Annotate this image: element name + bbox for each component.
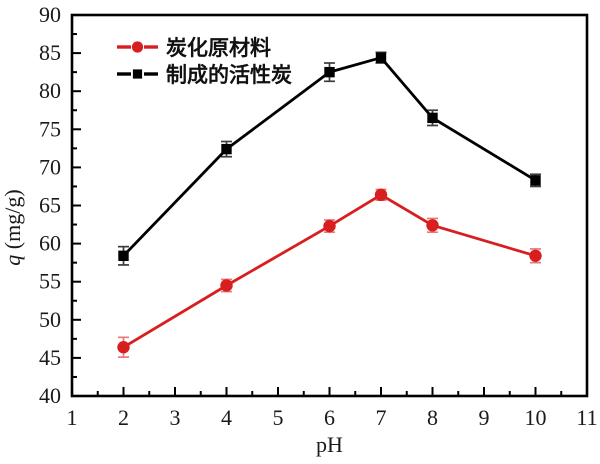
legend-item: 制成的活性炭 bbox=[117, 63, 292, 87]
legend-label: 炭化原材料 bbox=[166, 36, 271, 60]
series-1 bbox=[118, 51, 541, 266]
data-point-circle bbox=[220, 279, 233, 292]
data-point-square bbox=[427, 112, 438, 124]
x-tick-labels: 1 2 3 4 5 6 7 8 9 10 11 bbox=[67, 405, 598, 430]
x-tick-label: 3 bbox=[170, 405, 181, 430]
y-tick-labels: 40 45 50 55 60 65 70 75 80 85 90 bbox=[39, 2, 61, 408]
error-bars bbox=[118, 188, 541, 358]
data-point-square bbox=[375, 52, 387, 63]
x-axis-label: pH bbox=[316, 432, 343, 457]
data-point-circle bbox=[529, 249, 542, 262]
series-line bbox=[122, 193, 537, 349]
x-tick-label: 11 bbox=[576, 405, 597, 430]
data-point-square bbox=[118, 250, 129, 261]
y-tick-label: 85 bbox=[39, 40, 61, 65]
series-0 bbox=[117, 188, 542, 358]
data-point-circle bbox=[426, 219, 439, 232]
x-tick-label: 5 bbox=[273, 405, 284, 430]
y-tick-label: 90 bbox=[39, 2, 61, 27]
y-tick-label: 60 bbox=[39, 231, 61, 256]
x-tick-label: 9 bbox=[479, 405, 490, 430]
y-tick-label: 55 bbox=[39, 269, 61, 294]
y-tick-label: 50 bbox=[39, 307, 61, 332]
legend-item: 炭化原材料 bbox=[117, 36, 271, 60]
data-point-circle bbox=[374, 188, 388, 202]
y-axis-ticks bbox=[72, 14, 81, 397]
legend-label: 制成的活性炭 bbox=[166, 63, 292, 87]
x-tick-label: 10 bbox=[525, 405, 547, 430]
y-tick-label: 65 bbox=[39, 193, 61, 218]
legend-marker-circle bbox=[131, 41, 144, 53]
y-tick-label: 70 bbox=[39, 154, 61, 179]
x-tick-label: 8 bbox=[427, 405, 438, 430]
y-tick-label: 45 bbox=[39, 345, 61, 370]
data-point-square bbox=[324, 66, 335, 78]
y-tick-label: 80 bbox=[39, 78, 61, 103]
data-point-square bbox=[530, 175, 541, 186]
series-line bbox=[122, 56, 537, 258]
y-tick-label: 75 bbox=[39, 116, 61, 141]
data-point-circle bbox=[117, 341, 130, 354]
data-point-circle bbox=[323, 219, 336, 233]
x-tick-label: 4 bbox=[221, 405, 232, 430]
x-axis-ticks bbox=[71, 387, 588, 396]
y-tick-label: 40 bbox=[39, 383, 61, 408]
x-tick-label: 6 bbox=[324, 405, 335, 430]
x-tick-label: 2 bbox=[118, 405, 129, 430]
legend-marker-square bbox=[132, 69, 143, 79]
x-tick-label: 7 bbox=[376, 405, 387, 430]
y-axis-label: q (mg/g) bbox=[0, 189, 25, 265]
data-point-square bbox=[221, 143, 232, 155]
x-tick-label: 1 bbox=[67, 405, 78, 430]
